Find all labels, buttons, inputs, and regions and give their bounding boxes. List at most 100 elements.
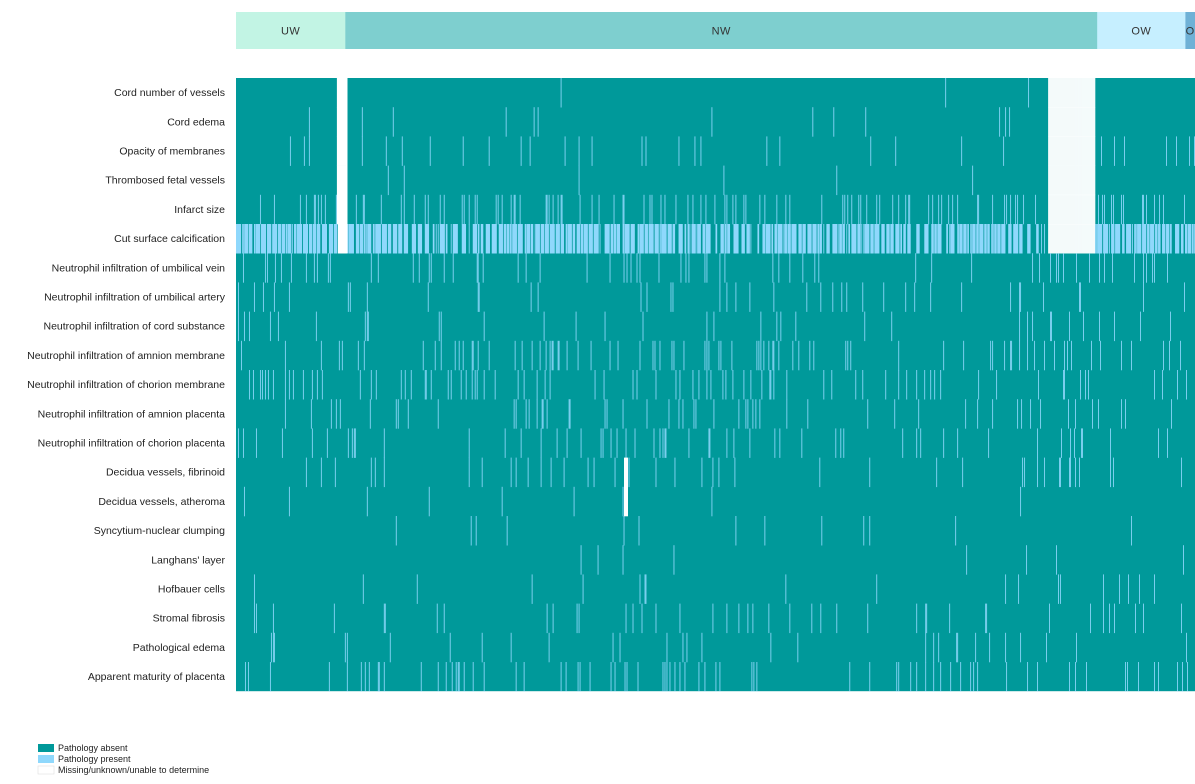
heatmap-cell-present	[689, 224, 691, 254]
heatmap-cell-present	[977, 399, 979, 429]
heatmap-cell-present	[1004, 340, 1006, 371]
heatmap-cell-present	[733, 428, 735, 458]
group-segment-ow	[1097, 12, 1186, 49]
heatmap-cell-present	[305, 253, 307, 283]
heatmap-cell-present	[240, 340, 242, 371]
heatmap-cell-missing	[341, 136, 344, 166]
heatmap-cell-present	[701, 457, 703, 488]
heatmap-cell-present	[925, 603, 927, 634]
heatmap-cell-present	[290, 253, 292, 283]
heatmap-cell-missing	[1085, 165, 1087, 196]
heatmap-cell-present	[597, 545, 599, 575]
heatmap-cell-present	[662, 428, 664, 458]
heatmap-cell-missing	[1094, 224, 1096, 254]
heatmap-cell-present	[237, 311, 239, 342]
heatmap-cell-present	[370, 370, 372, 400]
heatmap-cell-missing	[343, 136, 346, 166]
heatmap-cell-present	[483, 662, 485, 692]
heatmap-cell-present	[625, 603, 627, 634]
heatmap-cell-present	[569, 399, 571, 429]
heatmap-cell-present	[624, 662, 626, 692]
heatmap-cell-present	[879, 194, 881, 225]
heatmap-cell-present	[305, 457, 307, 488]
heatmap-cell-missing	[1082, 136, 1084, 166]
heatmap-cell-missing	[1079, 194, 1081, 225]
heatmap-cell-present	[324, 194, 326, 225]
group-segment-nw	[345, 12, 1098, 49]
heatmap-cell-missing	[1063, 136, 1065, 166]
heatmap-cell-present	[692, 194, 694, 225]
heatmap-cell-missing	[1082, 165, 1084, 196]
heatmap-cell-present	[443, 253, 445, 283]
heatmap-cell-present	[463, 194, 465, 225]
heatmap-cell-present	[686, 632, 688, 663]
heatmap-cell-present	[1186, 370, 1187, 400]
heatmap-cell-present	[1039, 253, 1041, 283]
heatmap-cell-missing	[1078, 136, 1080, 166]
heatmap-cell-present	[705, 224, 711, 254]
heatmap-cell-present	[639, 574, 641, 604]
heatmap-cell-present	[1063, 370, 1064, 400]
heatmap-cell-present	[848, 224, 851, 254]
heatmap-cell-missing	[1088, 165, 1090, 196]
heatmap-cell-missing	[1087, 194, 1089, 225]
heatmap-cell-present	[531, 340, 533, 371]
heatmap-cell-present	[706, 340, 708, 371]
heatmap-cell-present	[328, 224, 334, 254]
heatmap-cell-present	[440, 340, 442, 371]
heatmap-cell-present	[713, 311, 715, 342]
heatmap-cell-present	[712, 603, 714, 634]
heatmap-cell-present	[463, 662, 465, 692]
heatmap-cell-present	[637, 224, 640, 254]
heatmap-cell-present	[971, 224, 973, 254]
heatmap-cell-present	[664, 662, 666, 692]
heatmap-cell-present	[814, 253, 816, 283]
heatmap-cell-present	[1101, 136, 1102, 166]
heatmap-cell-present	[836, 165, 838, 196]
row-label: Neutrophil infiltration of chorion place…	[38, 438, 226, 450]
heatmap-cell-present	[1188, 224, 1192, 254]
heatmap-cell-present	[609, 340, 611, 371]
heatmap-cell-present	[966, 545, 968, 575]
heatmap-cell-present	[316, 370, 318, 400]
heatmap-cell-missing	[1062, 78, 1064, 108]
heatmap-cell-missing	[1093, 165, 1095, 196]
heatmap-cell-present	[962, 457, 964, 488]
heatmap-cell-present	[549, 224, 555, 254]
heatmap-cell-present	[819, 457, 821, 488]
heatmap-cell-missing	[338, 78, 341, 108]
heatmap-cell-present	[776, 194, 778, 225]
heatmap-cell-missing	[1081, 224, 1083, 254]
heatmap-cell-missing	[1067, 107, 1069, 137]
heatmap-cell-present	[370, 457, 372, 488]
heatmap-cell-present	[1046, 632, 1048, 663]
heatmap-cell-present	[687, 224, 690, 254]
heatmap-cell-present	[1056, 545, 1057, 575]
heatmap-cell-present	[1104, 253, 1105, 283]
heatmap-cell-missing	[1051, 136, 1053, 166]
heatmap-cell-present	[604, 311, 606, 342]
heatmap-cell-present	[1102, 194, 1103, 225]
heatmap-cell-present	[753, 662, 755, 692]
heatmap-cell-present	[973, 662, 975, 692]
heatmap-cell-present	[1020, 282, 1022, 312]
heatmap-cell-present	[1194, 224, 1195, 254]
heatmap-cell-present	[389, 632, 391, 663]
heatmap-cell-missing	[1054, 165, 1056, 196]
heatmap-cell-present	[674, 457, 676, 488]
heatmap-cell-missing	[1087, 107, 1089, 137]
heatmap-cell-present	[725, 370, 727, 400]
heatmap-cell-missing	[1052, 165, 1054, 196]
heatmap-cell-present	[811, 603, 813, 634]
heatmap-cell-present	[1069, 457, 1070, 488]
heatmap-cell-present	[842, 194, 844, 225]
heatmap-cell-present	[1115, 224, 1121, 254]
heatmap-cell-present	[1040, 399, 1042, 429]
heatmap-cell-present	[329, 253, 331, 283]
heatmap-cell-missing	[1080, 78, 1082, 108]
heatmap-cell-present	[1069, 311, 1070, 342]
heatmap-cell-present	[678, 399, 680, 429]
heatmap-cell-present	[661, 224, 667, 254]
heatmap-cell-present	[383, 662, 385, 692]
heatmap-cell-present	[965, 399, 967, 429]
